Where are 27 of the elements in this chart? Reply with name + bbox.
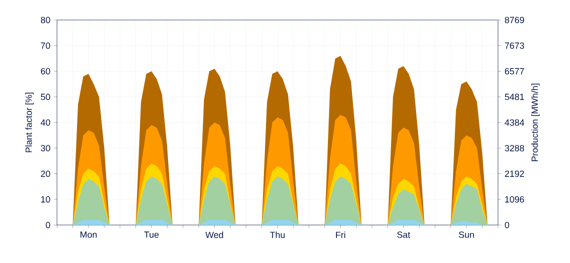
y2-tick-label: 8769: [504, 16, 524, 24]
y-tick-label: 70: [40, 42, 50, 49]
x-tick-label: Fri: [336, 232, 346, 238]
y2-tick-label: 0: [504, 222, 510, 228]
y-tick-label: 40: [40, 119, 50, 126]
y-tick-label: 60: [40, 68, 50, 74]
y-tick-label: 20: [40, 170, 50, 177]
y2-tick-label: 4384: [504, 119, 524, 126]
x-tick-label: Tue: [144, 232, 159, 238]
x-tick-label: Sat: [397, 232, 410, 238]
y-tick-label: 10: [41, 196, 50, 203]
y-tick-label: 30: [40, 144, 50, 152]
y2-tick-label: 7673: [504, 42, 524, 49]
y-tick-label: 0: [46, 222, 50, 228]
y2-tick-label: 1096: [505, 196, 524, 203]
y2-tick-label: 3288: [504, 144, 524, 152]
x-tick-label: Mon: [80, 232, 97, 238]
y2-tick-label: 6577: [504, 68, 524, 74]
y-tick-label: 80: [40, 16, 50, 24]
x-tick-label: Thu: [270, 232, 285, 238]
x-tick-label: Wed: [205, 232, 224, 238]
y2-tick-label: 2192: [504, 170, 524, 177]
y-tick-label: 50: [40, 94, 50, 100]
x-tick-label: Sun: [458, 232, 474, 238]
y2-axis-title: Production [MWh/h]: [531, 84, 540, 162]
y-axis-title: Plant factor [%]: [25, 92, 34, 152]
y2-tick-label: 5481: [504, 94, 524, 100]
